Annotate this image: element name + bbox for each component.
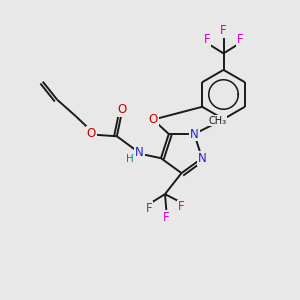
Text: N: N [198, 152, 206, 165]
Text: F: F [146, 202, 152, 215]
Text: F: F [237, 33, 244, 46]
Text: O: O [148, 113, 158, 126]
Text: O: O [117, 103, 127, 116]
Text: CH₃: CH₃ [208, 116, 226, 125]
Text: F: F [178, 200, 184, 214]
Text: N: N [190, 128, 199, 140]
Text: H: H [126, 154, 134, 164]
Text: N: N [135, 146, 144, 159]
Text: F: F [220, 24, 227, 37]
Text: F: F [163, 211, 170, 224]
Text: O: O [87, 127, 96, 140]
Text: F: F [203, 33, 210, 46]
